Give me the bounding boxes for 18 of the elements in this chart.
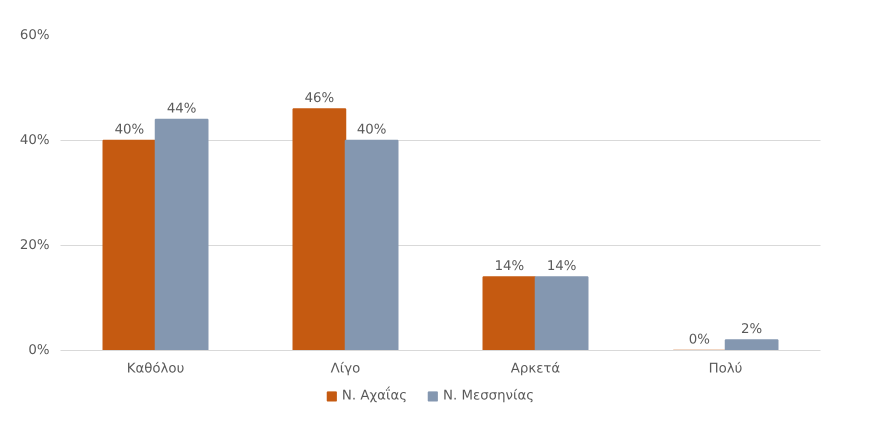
data-label: 40% bbox=[114, 122, 144, 138]
data-label: 44% bbox=[166, 102, 196, 116]
data-label: 2% bbox=[741, 322, 762, 337]
y-tick-label: 40% bbox=[20, 133, 50, 148]
legend-label: Ν. Μεσσηνίας bbox=[443, 388, 534, 404]
legend-label: Ν. Αχαΐας bbox=[342, 388, 408, 404]
x-tick-label: Αρκετά bbox=[510, 362, 560, 376]
data-label: 14% bbox=[546, 259, 576, 274]
data-label: 46% bbox=[304, 91, 334, 106]
y-tick-label: 0% bbox=[28, 343, 50, 358]
x-tick-label: Πολύ bbox=[708, 362, 742, 376]
data-label: 40% bbox=[356, 122, 386, 138]
data-label: 0% bbox=[688, 332, 710, 348]
x-tick-label: Λίγο bbox=[330, 362, 360, 376]
data-label: 14% bbox=[494, 259, 524, 274]
x-tick-label: Καθόλου bbox=[126, 362, 184, 376]
y-tick-label: 60% bbox=[20, 28, 50, 43]
y-tick-label: 20% bbox=[20, 238, 50, 253]
